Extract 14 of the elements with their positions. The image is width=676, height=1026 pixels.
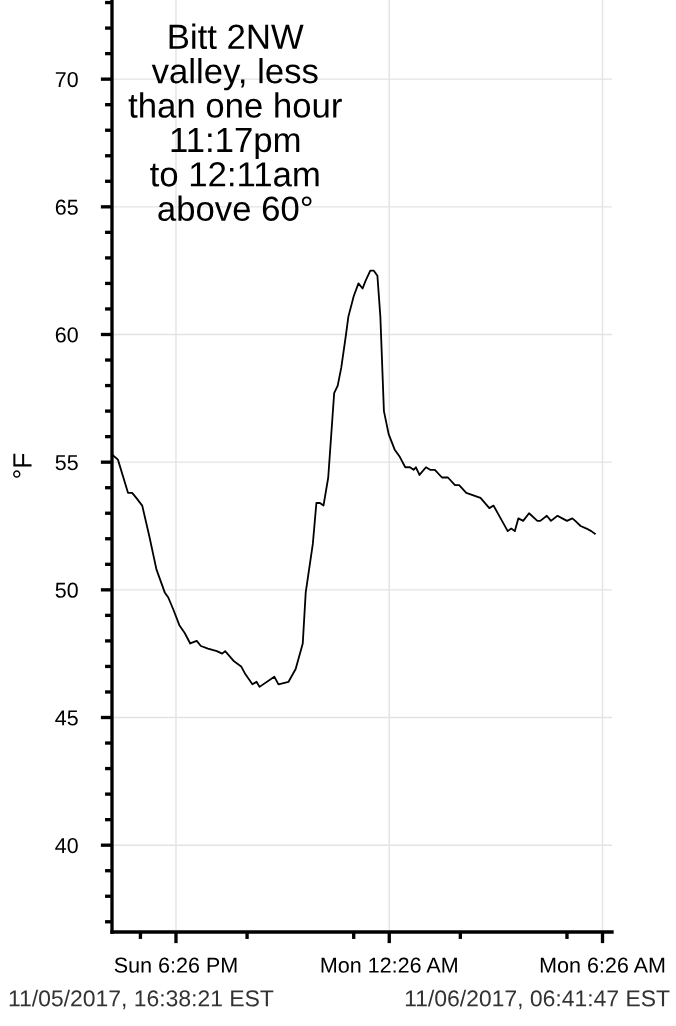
y-tick-label: 40 — [55, 837, 78, 854]
y-axis-title: °F — [13, 453, 32, 478]
y-tick-label: 60 — [55, 327, 78, 343]
y-tick-label: 65 — [55, 199, 78, 215]
x-tick-label: Sun 6:26 PM — [114, 957, 237, 973]
y-tick-label: 50 — [55, 582, 78, 598]
y-tick-label: 45 — [55, 710, 78, 726]
x-tick-label: Mon 6:26 AM — [540, 957, 665, 973]
text: 11/06/2017, 06:41:47 EST — [405, 989, 670, 1010]
y-tick-label: 55 — [55, 455, 78, 471]
x-tick-label: Mon 12:26 AM — [321, 957, 457, 973]
y-tick-label: 70 — [55, 71, 78, 88]
text: 11/05/2017, 16:38:21 EST — [9, 989, 274, 1010]
annotation: Bitt 2NW valley, less than one hour 11:17pm to 12:11am above 60° — [128, 23, 342, 222]
